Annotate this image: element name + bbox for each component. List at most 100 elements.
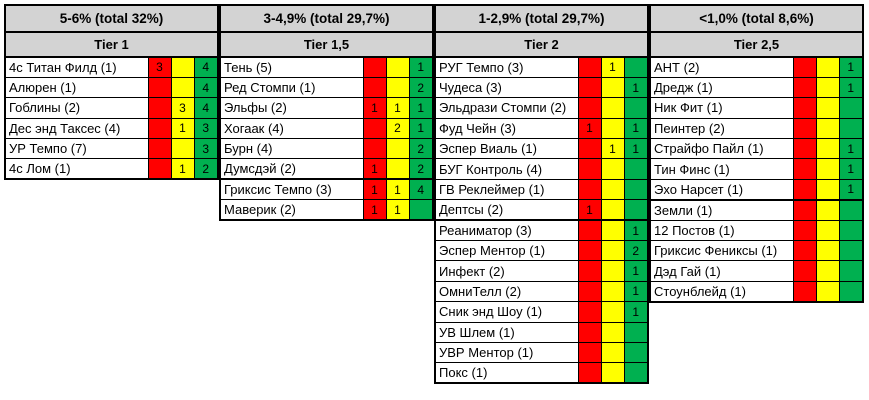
green-count-cell[interactable]: 1: [838, 56, 864, 78]
red-count-cell[interactable]: 3: [147, 56, 172, 78]
yellow-count-cell[interactable]: [815, 138, 840, 160]
green-count-cell[interactable]: [623, 341, 649, 364]
green-count-cell[interactable]: [623, 321, 649, 343]
green-count-cell[interactable]: 4: [193, 56, 219, 78]
red-count-cell[interactable]: [577, 321, 602, 343]
green-count-cell[interactable]: [408, 199, 434, 221]
yellow-count-cell[interactable]: [600, 362, 625, 384]
red-count-cell[interactable]: 1: [577, 117, 602, 140]
red-count-cell[interactable]: [792, 56, 817, 78]
green-count-cell[interactable]: [838, 260, 864, 282]
deck-name-cell[interactable]: Реаниматор (3): [434, 219, 579, 242]
green-count-cell[interactable]: 1: [408, 117, 434, 140]
yellow-count-cell[interactable]: [385, 56, 410, 78]
green-count-cell[interactable]: [623, 362, 649, 384]
deck-name-cell[interactable]: Дредж (1): [649, 76, 794, 99]
deck-name-cell[interactable]: Стоунблейд (1): [649, 280, 794, 303]
red-count-cell[interactable]: [147, 97, 172, 119]
tier-label[interactable]: Tier 1,5: [219, 31, 434, 58]
deck-name-cell[interactable]: Алюрен (1): [4, 76, 149, 99]
deck-name-cell[interactable]: Эспер Ментор (1): [434, 240, 579, 262]
green-count-cell[interactable]: 4: [193, 76, 219, 99]
deck-name-cell[interactable]: 4с Титан Филд (1): [4, 56, 149, 78]
red-count-cell[interactable]: [792, 178, 817, 201]
deck-name-cell[interactable]: Ник Фит (1): [649, 97, 794, 119]
deck-name-cell[interactable]: Инфект (2): [434, 260, 579, 282]
yellow-count-cell[interactable]: 1: [170, 158, 195, 180]
deck-name-cell[interactable]: ГВ Реклеймер (1): [434, 178, 579, 201]
yellow-count-cell[interactable]: [600, 280, 625, 303]
red-count-cell[interactable]: [147, 138, 172, 160]
green-count-cell[interactable]: [623, 199, 649, 221]
green-count-cell[interactable]: 1: [838, 76, 864, 99]
green-count-cell[interactable]: 1: [623, 280, 649, 303]
green-count-cell[interactable]: 4: [408, 178, 434, 201]
green-count-cell[interactable]: 1: [408, 56, 434, 78]
green-count-cell[interactable]: [623, 158, 649, 180]
red-count-cell[interactable]: [792, 97, 817, 119]
deck-name-cell[interactable]: Эхо Нарсет (1): [649, 178, 794, 201]
deck-name-cell[interactable]: Земли (1): [649, 198, 794, 221]
red-count-cell[interactable]: [577, 56, 602, 78]
deck-name-cell[interactable]: Эльфы (2): [219, 97, 364, 119]
yellow-count-cell[interactable]: [600, 76, 625, 99]
yellow-count-cell[interactable]: [600, 240, 625, 262]
green-count-cell[interactable]: 3: [193, 117, 219, 140]
deck-name-cell[interactable]: Покс (1): [434, 362, 579, 384]
yellow-count-cell[interactable]: 3: [170, 97, 195, 119]
red-count-cell[interactable]: [577, 362, 602, 384]
deck-name-cell[interactable]: УР Темпо (7): [4, 138, 149, 160]
deck-name-cell[interactable]: Дес энд Таксес (4): [4, 117, 149, 140]
red-count-cell[interactable]: [792, 240, 817, 262]
yellow-count-cell[interactable]: [600, 341, 625, 364]
yellow-count-cell[interactable]: [600, 301, 625, 323]
red-count-cell[interactable]: 1: [362, 178, 387, 201]
red-count-cell[interactable]: 1: [362, 199, 387, 221]
green-count-cell[interactable]: [838, 198, 864, 221]
yellow-count-cell[interactable]: [385, 138, 410, 160]
group-percent-header[interactable]: 5-6% (total 32%): [4, 4, 219, 33]
yellow-count-cell[interactable]: [600, 97, 625, 119]
green-count-cell[interactable]: 1: [838, 178, 864, 201]
green-count-cell[interactable]: [838, 117, 864, 140]
yellow-count-cell[interactable]: [815, 97, 840, 119]
group-percent-header[interactable]: 1-2,9% (total 29,7%): [434, 4, 649, 33]
yellow-count-cell[interactable]: [815, 178, 840, 201]
red-count-cell[interactable]: [792, 219, 817, 242]
yellow-count-cell[interactable]: [170, 76, 195, 99]
green-count-cell[interactable]: [838, 219, 864, 242]
deck-name-cell[interactable]: Тень (5): [219, 56, 364, 78]
yellow-count-cell[interactable]: [385, 158, 410, 180]
deck-name-cell[interactable]: Фуд Чейн (3): [434, 117, 579, 140]
deck-name-cell[interactable]: УВ Шлем (1): [434, 321, 579, 343]
red-count-cell[interactable]: [792, 158, 817, 180]
yellow-count-cell[interactable]: [600, 199, 625, 221]
deck-name-cell[interactable]: Чудеса (3): [434, 76, 579, 99]
yellow-count-cell[interactable]: 1: [170, 117, 195, 140]
group-percent-header[interactable]: 3-4,9% (total 29,7%): [219, 4, 434, 33]
green-count-cell[interactable]: [623, 178, 649, 201]
red-count-cell[interactable]: [362, 138, 387, 160]
green-count-cell[interactable]: 1: [623, 260, 649, 282]
green-count-cell[interactable]: [623, 97, 649, 119]
green-count-cell[interactable]: 2: [193, 158, 219, 180]
yellow-count-cell[interactable]: [815, 240, 840, 262]
red-count-cell[interactable]: [362, 117, 387, 140]
deck-name-cell[interactable]: Эльдрази Стомпи (2): [434, 97, 579, 119]
red-count-cell[interactable]: [577, 240, 602, 262]
yellow-count-cell[interactable]: [600, 219, 625, 242]
deck-name-cell[interactable]: Думсдэй (2): [219, 158, 364, 180]
red-count-cell[interactable]: 1: [362, 97, 387, 119]
green-count-cell[interactable]: [838, 280, 864, 303]
deck-name-cell[interactable]: 4с Лом (1): [4, 158, 149, 180]
red-count-cell[interactable]: [792, 198, 817, 221]
deck-name-cell[interactable]: Гриксис Фениксы (1): [649, 240, 794, 262]
green-count-cell[interactable]: 1: [838, 138, 864, 160]
red-count-cell[interactable]: [577, 138, 602, 160]
red-count-cell[interactable]: [792, 138, 817, 160]
deck-name-cell[interactable]: Хогаак (4): [219, 117, 364, 140]
deck-name-cell[interactable]: Ред Стомпи (1): [219, 76, 364, 99]
green-count-cell[interactable]: 2: [408, 76, 434, 99]
green-count-cell[interactable]: 1: [623, 138, 649, 160]
tier-label[interactable]: Tier 1: [4, 31, 219, 58]
